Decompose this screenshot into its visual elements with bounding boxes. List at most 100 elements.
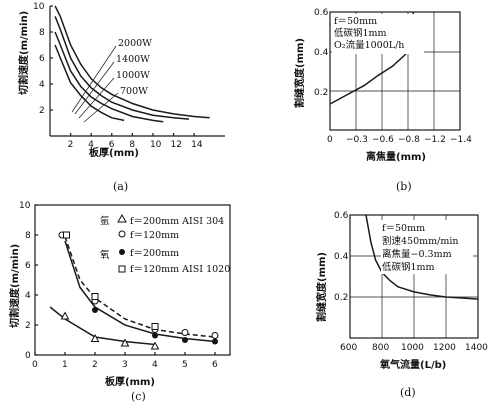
a-xtick-4: 10	[150, 140, 162, 150]
d-annotation-3: 离焦量−0.3mm	[382, 248, 452, 260]
c-xlabel: 板厚(mm)	[105, 375, 155, 388]
a-leader-2000w	[71, 45, 117, 113]
d-curves	[365, 214, 479, 300]
a-xtick-0: 2	[68, 140, 74, 150]
a-xtick-5: 12	[171, 140, 182, 150]
c-point-square-open-1	[91, 293, 99, 300]
a-xtick-6: 14	[191, 140, 203, 150]
a-ylabel: 切割速度(m/min)	[17, 11, 30, 95]
a-curves	[54, 5, 210, 123]
c-point-triangle-0	[60, 311, 70, 320]
a-xtick-1: 4	[88, 140, 94, 150]
c-point-square-open-2	[151, 323, 159, 330]
d-ytick-02: 0.2	[334, 293, 348, 303]
c-legend-marker-triangle	[117, 213, 127, 223]
d-xtick-1200: 1200	[433, 343, 456, 353]
b-xtick-4: −1.2	[424, 135, 446, 145]
c-legend-marker-circle-filled	[119, 249, 125, 255]
d-xlabel: 氧气流量(L/b)	[379, 358, 446, 371]
c-point-circle-open-4	[211, 332, 219, 339]
a-ytick-3: 8	[39, 28, 45, 38]
c-xtick-1: 1	[62, 360, 68, 370]
c-ticks: 0 1 2 3 4 5 6 0 2 4 6 8 10	[19, 201, 218, 370]
b-xtick-2: −0.6	[372, 135, 394, 145]
c-xtick-3: 3	[122, 360, 128, 370]
a-xtick-3: 8	[129, 140, 135, 150]
c-legend-3: f＝200mm	[130, 248, 179, 259]
b-annotation-2: 低碳钢1mm	[334, 27, 387, 39]
c-legend-2: f＝120mm	[130, 230, 179, 241]
c-points	[58, 231, 219, 350]
a-ytick-0: 2	[39, 106, 45, 116]
a-series-2000w	[54, 5, 210, 119]
c-point-triangle-2	[120, 338, 130, 347]
c-ytick-0: 0	[25, 351, 31, 361]
c-legend-1: f＝200mm AISI 304	[130, 216, 224, 227]
d-xtick-800: 800	[372, 343, 389, 353]
a-ytick-4: 10	[33, 2, 45, 12]
d-ytick-06: 0.6	[334, 211, 349, 221]
d-annotation-4: 低碳钢1mm	[382, 261, 435, 273]
c-frame	[34, 204, 231, 356]
c-point-circle-filled-3	[212, 338, 218, 345]
a-leader-1000w	[78, 77, 115, 119]
a-ytick-2: 6	[39, 54, 45, 64]
b-xtick-0: 0	[327, 135, 333, 145]
a-ytick-1: 4	[39, 80, 45, 90]
a-series-1400w	[54, 16, 190, 120]
c-xtick-4: 4	[152, 360, 158, 370]
c-point-circle-open-3	[181, 329, 189, 336]
a-label-1000w: 1000W	[116, 70, 150, 81]
b-xlabel: 离焦量(mm)	[366, 150, 426, 163]
b-xtick-1: −0.3	[346, 135, 368, 145]
b-annotation-1: f＝50mm	[334, 16, 377, 27]
b-annotation-box	[332, 14, 424, 54]
c-legend-4: f＝120mm AISI 1020	[130, 264, 230, 275]
c-ytick-3: 6	[25, 261, 31, 271]
a-caption: (a)	[113, 180, 128, 193]
c-point-square-open-0	[63, 231, 70, 239]
c-legend-gas-argon: 氩	[100, 215, 110, 227]
b-ylabel: 割缝宽度(mm)	[293, 38, 306, 108]
b-xtick-3: −0.8	[398, 135, 420, 145]
c-ylabel: 切割速度(m/min)	[8, 244, 21, 328]
b-frame	[329, 11, 461, 131]
a-series-1000w	[54, 31, 164, 123]
a-label-1400w: 1400W	[116, 54, 150, 65]
a-label-2000w: 2000W	[118, 38, 152, 49]
d-series-0	[365, 214, 479, 300]
d-xtick-1400: 1400	[465, 343, 488, 353]
c-ytick-1: 2	[25, 321, 31, 331]
c-series-triangle	[49, 306, 156, 346]
d-caption: (d)	[400, 386, 416, 399]
panel-d: f＝50mm 割速450mm/min 离焦量−0.3mm 低碳钢1mm 0.6 …	[315, 211, 488, 399]
c-point-circle-filled-1	[152, 332, 158, 339]
c-caption: (c)	[131, 390, 146, 403]
c-legend-marker-circle-open	[118, 230, 126, 238]
b-xtick-5: −1.4	[450, 135, 472, 145]
c-xtick-5: 5	[182, 360, 188, 370]
a-leader-1400w	[74, 61, 115, 115]
c-legend-marker-square-open	[118, 265, 126, 273]
panel-c: 0 1 2 3 4 5 6 0 2 4 6 8 10 氩 f＝200mm AISI 304 f＝120m…	[8, 201, 231, 403]
b-annotation-3: O₂流量1000L/h	[334, 39, 404, 51]
d-xtick-600: 600	[340, 343, 357, 353]
d-ytick-04: 0.4	[334, 252, 349, 262]
c-xtick-0: 0	[32, 360, 38, 370]
a-label-700w: 700W	[120, 86, 148, 97]
c-xtick-2: 2	[92, 360, 98, 370]
a-xtick-2: 6	[109, 140, 115, 150]
b-ytick-04: 0.4	[314, 48, 329, 58]
a-xlabel: 板厚(mm)	[89, 146, 139, 159]
c-point-circle-filled-0	[92, 307, 98, 313]
c-xtick-6: 6	[212, 360, 218, 370]
b-ytick-06: 0.6	[314, 8, 329, 18]
d-xtick-1000: 1000	[401, 343, 424, 353]
a-ticks: 2 4 6 8 10 12 14 2 4 6 8 10	[33, 2, 203, 150]
c-ytick-2: 4	[25, 291, 31, 301]
c-point-triangle-1	[90, 333, 100, 342]
c-ytick-4: 8	[25, 231, 31, 241]
d-ylabel: 割缝宽度(mm)	[315, 252, 328, 322]
